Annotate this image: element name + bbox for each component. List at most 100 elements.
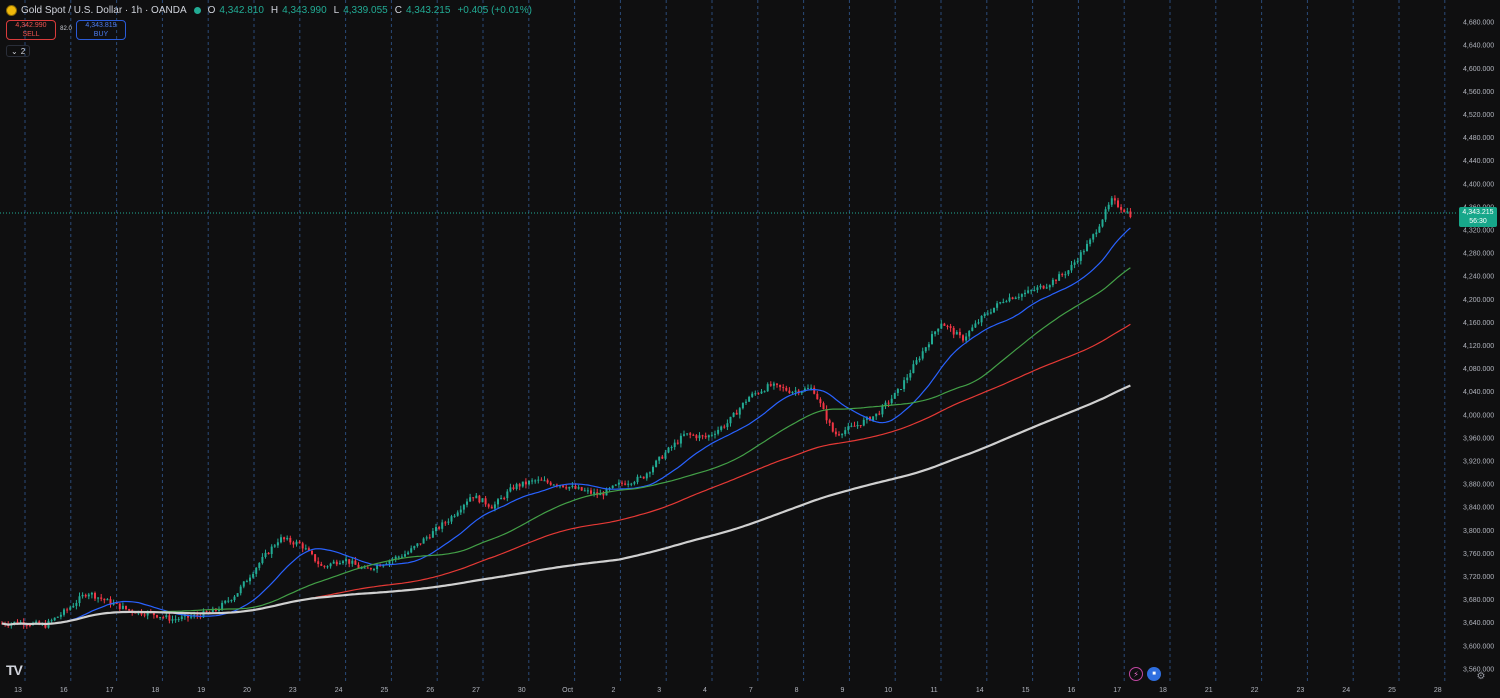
candle-body <box>955 331 958 335</box>
candle-body <box>859 425 862 427</box>
time-axis-label: 21 <box>1205 687 1213 694</box>
candle-body <box>903 380 906 390</box>
candle-body <box>726 423 729 428</box>
gear-icon[interactable]: ⚙ <box>1476 671 1486 682</box>
candle-body <box>757 393 760 395</box>
candle-body <box>1082 251 1085 253</box>
candle-body <box>800 391 803 394</box>
indicators-toggle[interactable]: ⌄ 2 <box>6 45 31 57</box>
candle-body <box>345 559 348 562</box>
candle-body <box>428 537 431 539</box>
candle-body <box>205 611 208 613</box>
buy-button[interactable]: 4,343.819 BUY <box>76 20 126 40</box>
flag-icon[interactable]: ■ <box>1147 667 1161 681</box>
candle-body <box>748 396 751 402</box>
candle-body <box>915 360 918 365</box>
price-axis-label: 4,400.000 <box>1463 181 1494 188</box>
candle-body <box>171 619 174 621</box>
candle-body <box>106 599 109 601</box>
price-axis-label: 3,800.000 <box>1463 528 1494 535</box>
price-axis-label: 3,680.000 <box>1463 597 1494 604</box>
candle-body <box>580 487 583 491</box>
candle-body <box>311 550 313 555</box>
time-axis-label: 20 <box>243 687 251 694</box>
candle-body <box>211 608 214 613</box>
candle-body <box>1076 260 1079 263</box>
candle-body <box>528 480 530 485</box>
candle-body <box>896 389 899 393</box>
candle-body <box>112 603 115 605</box>
candle-body <box>314 554 317 562</box>
candle-body <box>466 501 468 505</box>
time-axis-label: 19 <box>197 687 205 694</box>
candle-body <box>893 392 896 399</box>
candle-body <box>779 384 782 388</box>
candle-body <box>1113 198 1116 201</box>
sell-button[interactable]: 4,342.990 SELL <box>6 20 56 40</box>
candle-body <box>180 616 183 620</box>
candle-body <box>78 596 81 604</box>
candle-body <box>84 594 87 597</box>
time-axis-label: 4 <box>703 687 707 694</box>
candle-body <box>825 409 828 421</box>
candle-body <box>404 554 406 557</box>
candle-body <box>537 479 540 481</box>
candle-body <box>462 504 465 510</box>
candle-body <box>562 485 565 488</box>
time-axis: 13 16 17 18 19 20 23 24 25 26 27 30 Oct 2 3 4 7 8 9 10 11 14 1… <box>14 687 1442 694</box>
candle-body <box>283 537 286 540</box>
candle-body <box>280 537 282 543</box>
candle-body <box>807 388 809 390</box>
candle-body <box>856 425 859 427</box>
candle-body <box>943 323 946 326</box>
candle-body <box>782 387 785 389</box>
candle-body <box>1039 285 1042 288</box>
candle-body <box>419 543 422 545</box>
price-axis-label: 3,880.000 <box>1463 482 1494 489</box>
candle-body <box>233 596 236 601</box>
candle-body <box>862 419 865 426</box>
candle-body <box>549 482 552 485</box>
candle-body <box>884 402 887 406</box>
candle-body <box>1098 226 1101 233</box>
candle-body <box>59 614 62 617</box>
candle-body <box>1101 219 1104 227</box>
candle-body <box>484 498 487 505</box>
candle-body <box>1042 285 1045 289</box>
candle-body <box>94 592 96 599</box>
symbol-title[interactable]: Gold Spot / U.S. Dollar · 1h · OANDA <box>21 4 187 16</box>
candle-body <box>878 413 881 415</box>
candle-body <box>44 623 47 628</box>
sell-price: 4,342.990 <box>15 22 47 29</box>
candle-body <box>993 307 995 313</box>
candle-body <box>1036 287 1039 290</box>
high-key: H <box>270 4 279 16</box>
candle-body <box>611 485 614 489</box>
candle-body <box>586 490 589 492</box>
candle-body <box>602 493 605 496</box>
candle-body <box>1020 294 1023 297</box>
candle-body <box>35 621 38 623</box>
price-axis-label: 3,600.000 <box>1463 643 1494 650</box>
candle-body <box>165 615 168 618</box>
candle-body <box>295 541 298 545</box>
price-axis-label: 4,560.000 <box>1463 89 1494 96</box>
candle-body <box>1067 270 1070 275</box>
bolt-icon[interactable]: ⚡ <box>1129 667 1143 681</box>
candle-body <box>1092 234 1095 240</box>
candle-body <box>652 466 654 473</box>
candle-body <box>379 565 382 567</box>
candle-body <box>410 548 413 553</box>
candle-body <box>853 425 856 427</box>
candle-body <box>751 393 754 397</box>
candle-body <box>760 391 763 394</box>
candle-body <box>1070 264 1073 271</box>
candle-body <box>146 611 149 616</box>
candle-body <box>621 482 623 484</box>
candle-body <box>270 546 273 555</box>
time-axis-label: 18 <box>1159 687 1167 694</box>
tradingview-logo-icon[interactable]: TV <box>6 662 23 678</box>
candle-body <box>980 315 983 323</box>
candle-body <box>273 545 276 547</box>
